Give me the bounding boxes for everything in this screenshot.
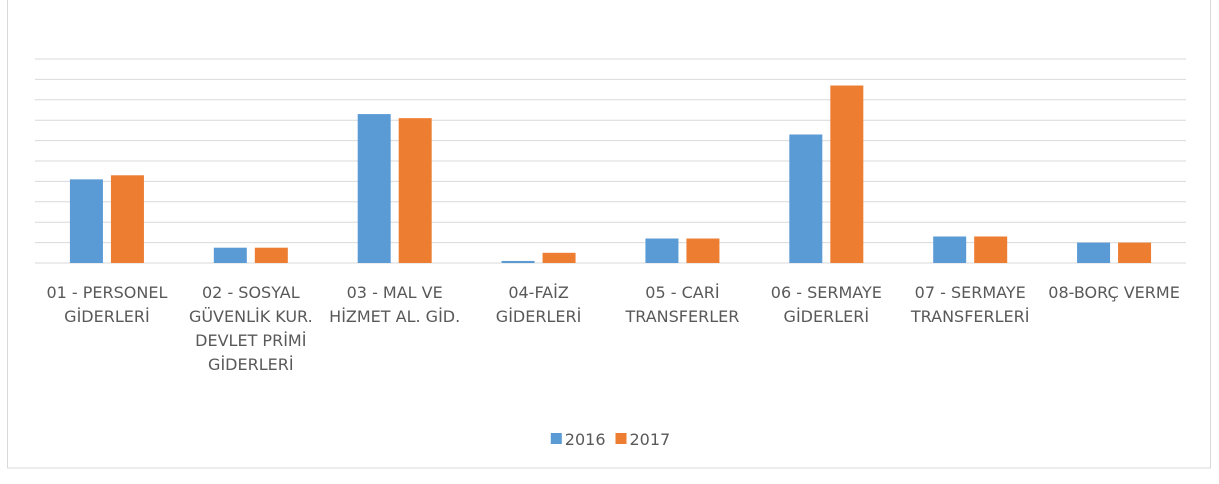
bar xyxy=(69,179,103,263)
x-tick-label-line: GÜVENLİK KUR. xyxy=(189,307,313,326)
bar xyxy=(974,236,1008,263)
x-tick-label-line: DEVLET PRİMİ xyxy=(195,331,306,350)
legend-label: 2016 xyxy=(565,430,606,449)
bar xyxy=(501,260,535,263)
x-tick-label-line: GİDERLERİ xyxy=(784,307,870,326)
legend-swatch xyxy=(550,433,562,444)
chart-frame xyxy=(7,0,1211,469)
x-tick-label-line: 06 - SERMAYE xyxy=(771,283,882,302)
legend: 2016 2017 xyxy=(550,430,671,449)
x-tick-label: 06 - SERMAYE GİDERLERİ xyxy=(771,283,882,326)
x-tick-label: 05 - CARİ TRANSFERLER xyxy=(624,283,739,326)
x-tick-label-line: 03 - MAL VE xyxy=(347,283,443,302)
legend-swatch xyxy=(615,433,627,444)
bar xyxy=(686,238,720,263)
bar xyxy=(933,236,967,263)
x-tick-label-line: GİDERLERİ xyxy=(208,355,294,374)
bar xyxy=(110,175,144,263)
x-tick-label-line: 01 - PERSONEL xyxy=(46,283,167,302)
x-tick-label-line: 05 - CARİ xyxy=(645,283,719,302)
x-tick-label: 03 - MAL VE HİZMET AL. GİD. xyxy=(329,283,460,326)
bar xyxy=(542,252,576,263)
x-tick-label-line: GİDERLERİ xyxy=(496,307,582,326)
x-tick-label: 08-BORÇ VERME xyxy=(1048,283,1180,302)
bar xyxy=(1077,242,1111,263)
bar xyxy=(1118,242,1152,263)
x-tick-label-line: TRANSFERLERİ xyxy=(910,307,1030,326)
x-tick-label-line: 08-BORÇ VERME xyxy=(1048,283,1180,302)
bar xyxy=(398,118,432,263)
bar xyxy=(213,247,247,263)
bar xyxy=(645,238,679,263)
x-tick-label: 01 - PERSONEL GİDERLERİ xyxy=(46,283,167,326)
x-tick-label-line: HİZMET AL. GİD. xyxy=(329,307,460,326)
legend-label: 2017 xyxy=(630,430,671,449)
x-tick-label-line: GİDERLERİ xyxy=(64,307,150,326)
bar xyxy=(254,247,288,263)
bar xyxy=(830,85,864,264)
x-tick-label-line: 02 - SOSYAL xyxy=(202,283,300,302)
bar xyxy=(789,134,823,263)
x-tick-label: 02 - SOSYAL GÜVENLİK KUR. DEVLET PRİMİ GİDE… xyxy=(189,283,313,374)
x-tick-label-line: 04-FAİZ xyxy=(508,283,569,302)
x-tick-label: 07 - SERMAYE TRANSFERLERİ xyxy=(910,283,1030,326)
x-tick-label-line: TRANSFERLER xyxy=(624,307,739,326)
x-tick-label: 04-FAİZ GİDERLERİ xyxy=(496,283,582,326)
bar xyxy=(357,114,391,263)
x-tick-label-line: 07 - SERMAYE xyxy=(915,283,1026,302)
